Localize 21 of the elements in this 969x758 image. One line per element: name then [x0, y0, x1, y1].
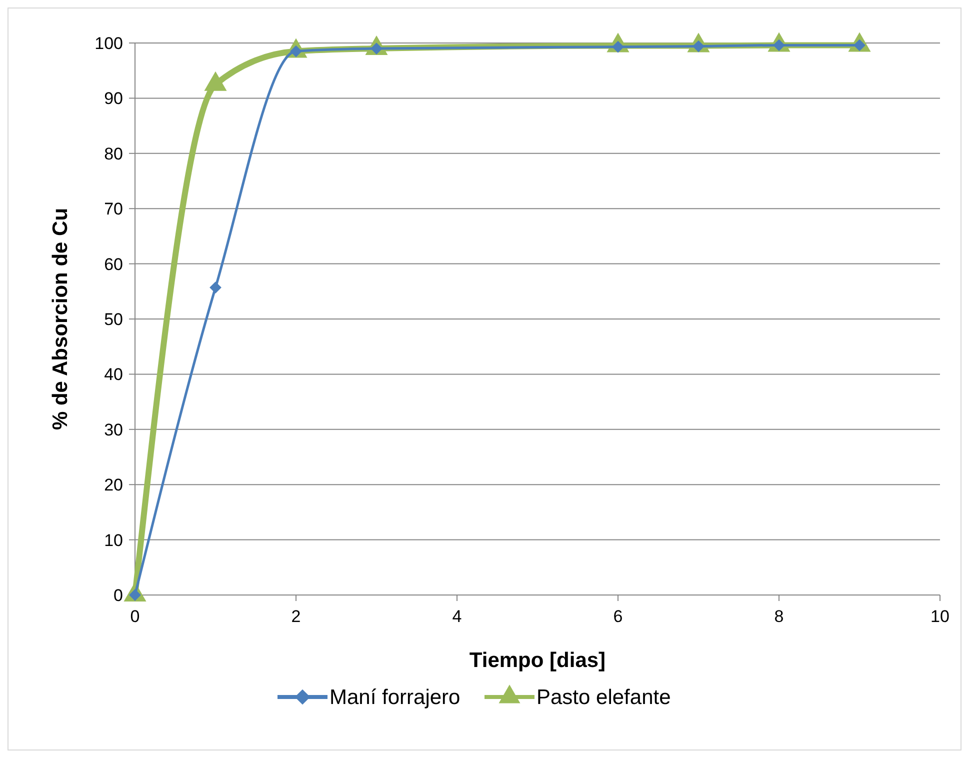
x-tick-label: 4 — [452, 607, 462, 626]
y-tick-label: 90 — [104, 89, 123, 108]
x-axis-title: Tiempo [dias] — [469, 649, 606, 672]
y-tick-label: 60 — [104, 254, 123, 274]
x-tick-label: 0 — [130, 607, 140, 626]
x-tick-label: 6 — [613, 607, 623, 626]
y-tick-label: 80 — [104, 144, 123, 164]
x-tick-label: 2 — [291, 607, 301, 626]
y-tick-label: 30 — [104, 420, 123, 440]
y-tick-label: 70 — [104, 200, 123, 219]
y-tick-label: 40 — [104, 365, 123, 384]
x-tick-label: 8 — [774, 607, 784, 626]
y-tick-label: 10 — [104, 530, 123, 550]
y-axis-title: % de Absorcion de Cu — [49, 208, 72, 430]
y-tick-label: 100 — [94, 34, 123, 53]
legend-label: Maní forrajero — [330, 686, 460, 709]
y-tick-label: 20 — [104, 476, 123, 495]
x-tick-label: 10 — [930, 607, 950, 626]
y-tick-label: 50 — [104, 310, 123, 329]
y-tick-label: 0 — [114, 586, 123, 605]
legend-label: Pasto elefante — [536, 686, 671, 709]
